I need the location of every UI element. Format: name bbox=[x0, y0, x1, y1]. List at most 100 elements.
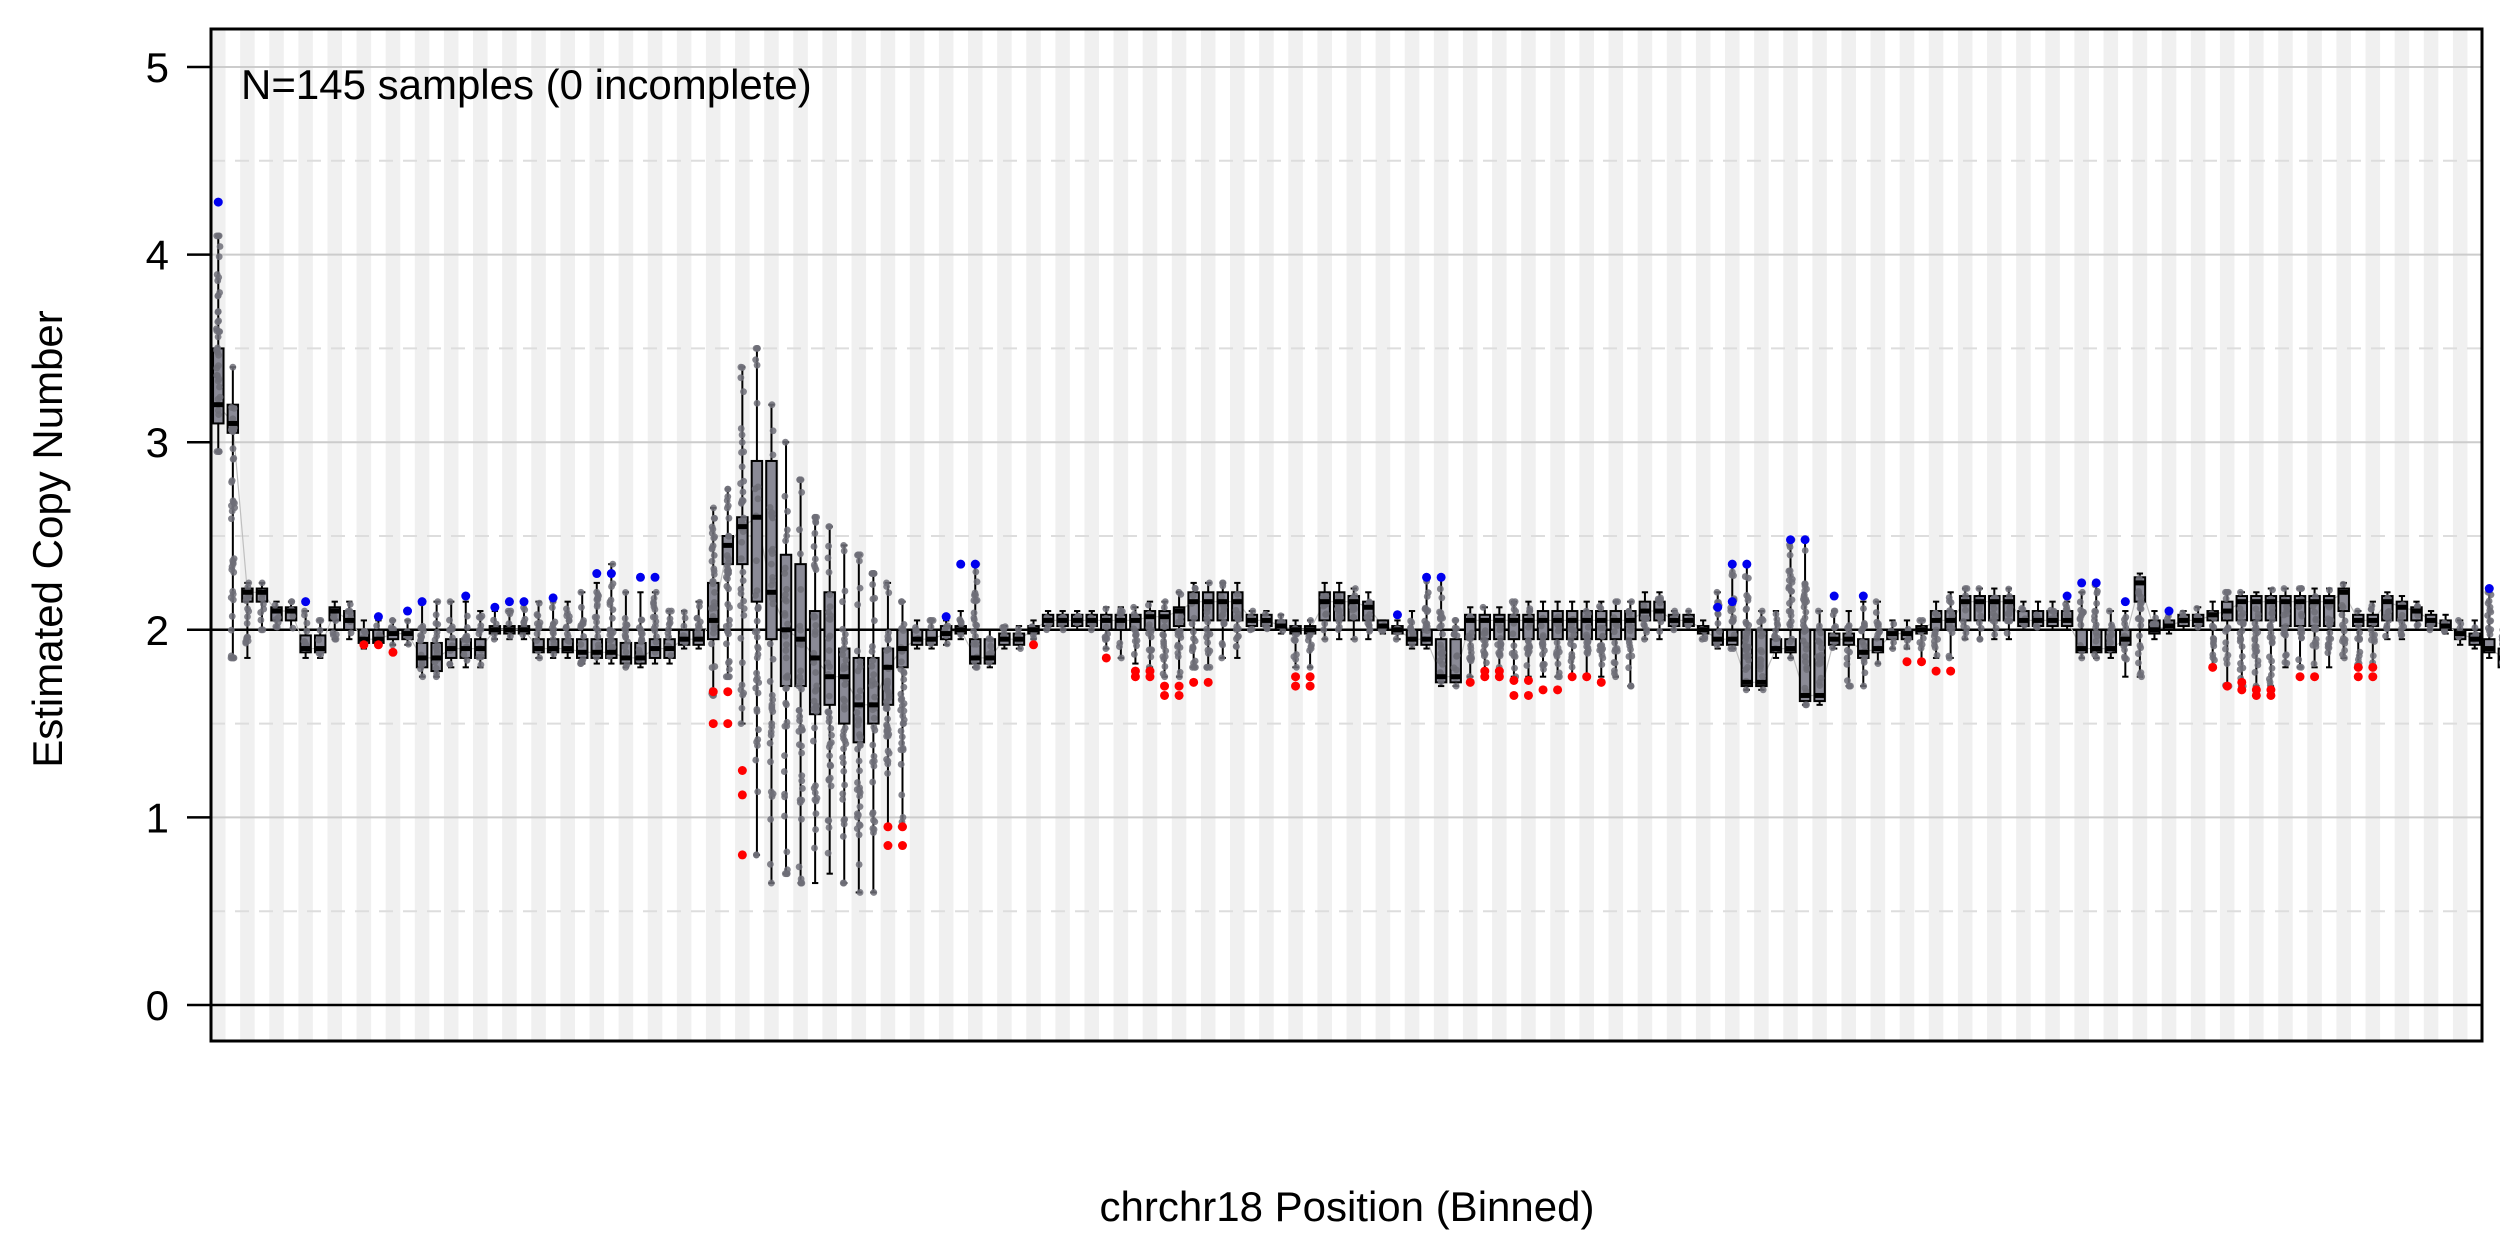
bin-boxplot bbox=[2395, 595, 2409, 641]
sample-point bbox=[2252, 605, 2260, 613]
sample-point bbox=[2340, 623, 2348, 631]
sample-point bbox=[1450, 631, 1458, 638]
sample-point bbox=[839, 625, 847, 633]
sample-point bbox=[1553, 639, 1561, 647]
sample-point bbox=[957, 631, 965, 639]
y-tick-label: 1 bbox=[146, 794, 169, 841]
low-outlier-point bbox=[1494, 666, 1504, 676]
bin-boxplot bbox=[2293, 585, 2307, 671]
sample-point bbox=[768, 595, 776, 603]
sample-point bbox=[2354, 607, 2361, 615]
sample-point bbox=[2224, 624, 2232, 632]
sample-point bbox=[1890, 620, 1898, 628]
sample-point bbox=[695, 623, 703, 631]
sample-point bbox=[783, 585, 790, 593]
sample-point bbox=[738, 659, 746, 667]
sample-point bbox=[1145, 624, 1153, 631]
sample-point bbox=[1933, 651, 1941, 659]
sample-point bbox=[2266, 678, 2274, 686]
sample-point bbox=[1730, 631, 1738, 639]
sample-point bbox=[1467, 649, 1475, 656]
sample-point bbox=[885, 645, 893, 653]
sample-point bbox=[1116, 639, 1124, 647]
bin-boxplot bbox=[241, 579, 254, 659]
sample-point bbox=[548, 604, 556, 611]
sample-point bbox=[2193, 604, 2201, 612]
sample-point bbox=[1963, 624, 1971, 632]
sample-point bbox=[811, 555, 819, 563]
sample-point bbox=[912, 627, 920, 634]
sample-point bbox=[1701, 635, 1709, 643]
sample-point bbox=[1482, 659, 1490, 667]
sample-point bbox=[1742, 618, 1750, 626]
sample-point bbox=[638, 630, 646, 638]
sample-point bbox=[216, 383, 223, 391]
sample-point bbox=[900, 683, 908, 691]
sample-point bbox=[1773, 615, 1781, 623]
bin-boxplot bbox=[838, 541, 851, 887]
sample-point bbox=[797, 667, 805, 675]
sample-point bbox=[1555, 669, 1563, 677]
bin-boxplot bbox=[1595, 600, 1608, 678]
sample-point bbox=[213, 364, 221, 372]
sample-point bbox=[244, 605, 251, 613]
sample-point bbox=[753, 617, 761, 625]
sample-point bbox=[651, 606, 659, 613]
sample-point bbox=[1130, 625, 1138, 633]
sample-point bbox=[753, 654, 761, 662]
sample-point bbox=[900, 676, 908, 683]
sample-point bbox=[957, 618, 965, 626]
sample-point bbox=[259, 626, 267, 634]
sample-point bbox=[2269, 586, 2276, 594]
sample-point bbox=[812, 621, 820, 629]
sample-point bbox=[2005, 585, 2013, 593]
sample-point bbox=[2092, 621, 2100, 629]
sample-point bbox=[1743, 592, 1751, 599]
sample-point bbox=[1161, 663, 1169, 670]
sample-point bbox=[2239, 620, 2247, 628]
sample-point bbox=[2324, 649, 2332, 657]
bin-band bbox=[2452, 29, 2468, 1041]
sample-point bbox=[898, 791, 906, 799]
sample-point bbox=[504, 607, 512, 615]
sample-point bbox=[257, 616, 265, 624]
sample-point bbox=[1872, 609, 1880, 616]
sample-point bbox=[2222, 645, 2229, 653]
sample-point bbox=[710, 504, 717, 512]
bin-boxplot bbox=[1624, 598, 1637, 690]
sample-point bbox=[1263, 625, 1271, 633]
sample-point bbox=[883, 721, 890, 729]
bin-boxplot bbox=[1318, 581, 1331, 643]
sample-point bbox=[1611, 639, 1619, 647]
sample-point bbox=[549, 635, 557, 643]
y-tick-label: 2 bbox=[146, 607, 169, 654]
bin-background-bands bbox=[211, 29, 2468, 1041]
sample-point bbox=[1829, 611, 1837, 619]
sample-point bbox=[811, 844, 818, 852]
sample-point bbox=[1626, 642, 1634, 650]
sample-point bbox=[812, 669, 820, 676]
sample-point bbox=[1570, 631, 1578, 639]
sample-point bbox=[1627, 682, 1635, 690]
sample-point bbox=[780, 768, 788, 775]
sample-point bbox=[215, 317, 223, 325]
sample-point bbox=[609, 560, 617, 568]
sample-point bbox=[766, 640, 774, 648]
sample-point bbox=[755, 679, 763, 687]
sample-point bbox=[1741, 573, 1749, 580]
bin-boxplot bbox=[1551, 600, 1564, 681]
sample-point bbox=[1424, 589, 1432, 597]
sample-point bbox=[2268, 616, 2276, 624]
sample-point bbox=[1539, 634, 1547, 642]
sample-point bbox=[1801, 580, 1809, 588]
sample-point bbox=[2486, 627, 2493, 635]
sample-point bbox=[1727, 645, 1735, 652]
sample-point bbox=[1961, 585, 1969, 592]
sample-point bbox=[520, 619, 528, 626]
sample-point bbox=[824, 554, 832, 562]
bin-boxplot bbox=[692, 598, 705, 650]
sample-point bbox=[841, 681, 849, 689]
sample-point bbox=[1657, 618, 1665, 626]
sample-point bbox=[1206, 630, 1214, 638]
sample-point bbox=[737, 686, 745, 694]
